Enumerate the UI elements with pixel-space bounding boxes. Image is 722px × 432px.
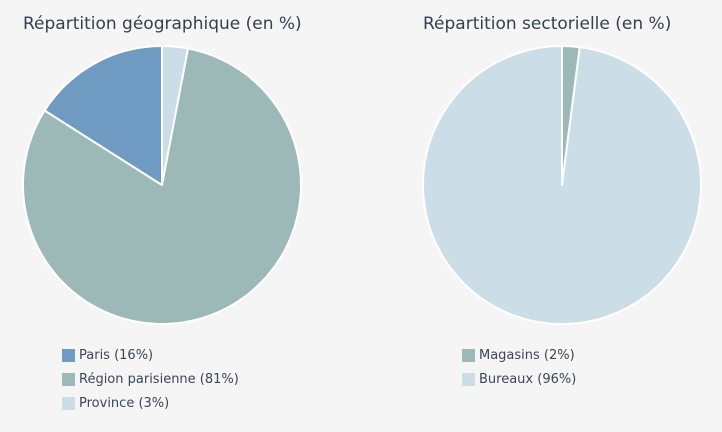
chart-title: Répartition géographique (en %) <box>23 14 302 34</box>
chart-title: Répartition sectorielle (en %) <box>423 14 672 34</box>
legend-label: Paris (16%) <box>79 347 154 363</box>
legend-label: Magasins (2%) <box>479 347 575 363</box>
legend-label: Province (3%) <box>79 395 170 411</box>
pie-slice-region-parisienne <box>22 47 302 325</box>
legend-swatch <box>462 372 475 386</box>
legend-swatch <box>62 348 75 362</box>
legend-item-region-parisienne: Région parisienne (81%) <box>62 367 239 391</box>
legend-item-paris: Paris (16%) <box>62 343 239 367</box>
pie-slice-bureaux <box>422 45 702 325</box>
geographic-legend: Paris (16%) Région parisienne (81%) Prov… <box>62 343 239 415</box>
legend-label: Bureaux (96%) <box>479 371 577 387</box>
geographic-chart-panel: Répartition géographique (en %) Paris (1… <box>22 0 352 432</box>
sector-chart-panel: Répartition sectorielle (en %) Magasins … <box>422 0 722 432</box>
sector-pie-chart <box>422 45 702 325</box>
legend-item-magasins: Magasins (2%) <box>462 343 576 367</box>
geographic-pie-chart <box>22 44 302 325</box>
legend-swatch <box>62 372 75 386</box>
legend-swatch <box>62 396 75 410</box>
sector-legend: Magasins (2%) Bureaux (96%) <box>462 343 576 391</box>
legend-item-bureaux: Bureaux (96%) <box>462 367 576 391</box>
legend-label: Région parisienne (81%) <box>79 371 239 387</box>
legend-swatch <box>462 348 475 362</box>
pie-slice-paris <box>43 45 163 186</box>
legend-item-province: Province (3%) <box>62 391 239 415</box>
